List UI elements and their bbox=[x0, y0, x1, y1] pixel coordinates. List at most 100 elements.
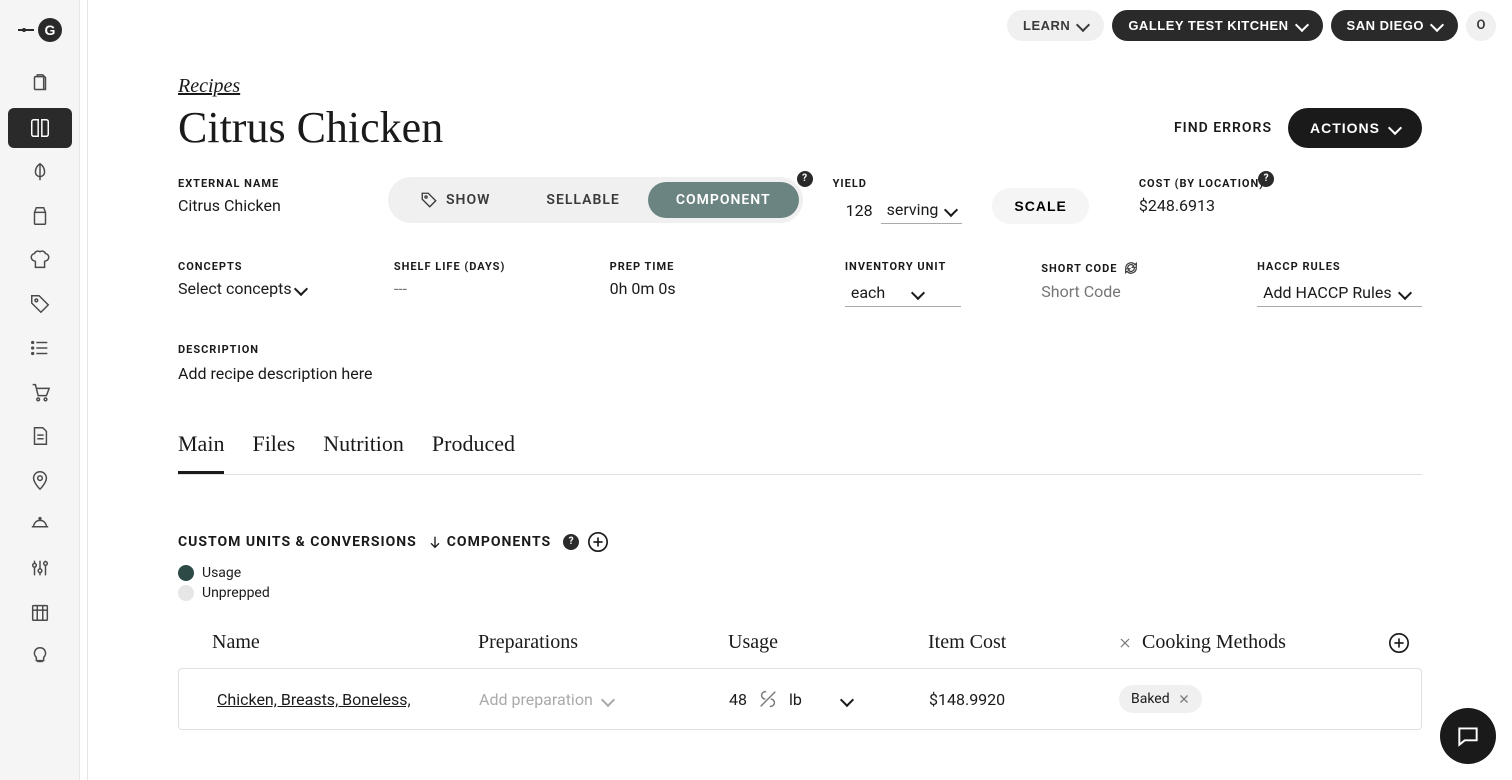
column-name: Name bbox=[178, 631, 478, 654]
description-label: DESCRIPTION bbox=[178, 343, 1422, 356]
usage-dot-icon bbox=[178, 565, 194, 581]
actions-dropdown[interactable]: ACTIONS bbox=[1288, 108, 1422, 148]
add-column-button[interactable] bbox=[1388, 632, 1410, 654]
show-toggle[interactable]: SHOW bbox=[392, 181, 518, 219]
usage-unit: lb bbox=[789, 690, 802, 709]
sellable-toggle[interactable]: SELLABLE bbox=[518, 182, 647, 218]
chevron-down-icon bbox=[603, 690, 613, 709]
add-component-button[interactable] bbox=[587, 531, 609, 553]
sidebar: G bbox=[0, 0, 80, 780]
find-errors-button[interactable]: FIND ERRORS bbox=[1174, 120, 1272, 136]
scale-button[interactable]: SCALE bbox=[992, 188, 1088, 224]
tab-files[interactable]: Files bbox=[252, 431, 295, 474]
component-toggle[interactable]: COMPONENT bbox=[648, 182, 799, 218]
chevron-down-icon bbox=[842, 690, 852, 709]
haccp-label: HACCP RULES bbox=[1257, 260, 1422, 273]
column-preparations: Preparations bbox=[478, 631, 728, 654]
haccp-select[interactable]: Add HACCP Rules bbox=[1257, 279, 1422, 307]
component-label: COMPONENT bbox=[676, 192, 771, 208]
close-icon[interactable] bbox=[1118, 636, 1132, 650]
short-code-label: SHORT CODE bbox=[1041, 262, 1117, 275]
actions-label: ACTIONS bbox=[1310, 120, 1380, 136]
column-item-cost: Item Cost bbox=[928, 631, 1118, 654]
chevron-down-icon bbox=[913, 283, 923, 302]
help-icon[interactable]: ? bbox=[797, 171, 813, 187]
chat-icon bbox=[1455, 723, 1481, 749]
learn-dropdown[interactable]: LEARN bbox=[1007, 10, 1104, 41]
sidebar-item-settings[interactable] bbox=[8, 548, 72, 588]
help-icon[interactable]: ? bbox=[1258, 171, 1274, 187]
component-name-link[interactable]: Chicken, Breasts, Boneless, bbox=[217, 690, 411, 709]
kitchen-dropdown[interactable]: GALLEY TEST KITCHEN bbox=[1112, 10, 1322, 41]
yield-label: YIELD bbox=[833, 177, 963, 190]
app-logo[interactable]: G bbox=[16, 16, 64, 44]
component-row: Chicken, Breasts, Boneless, Add preparat… bbox=[178, 668, 1422, 730]
external-name-label: EXTERNAL NAME bbox=[178, 177, 358, 190]
arrow-down-icon bbox=[427, 534, 443, 550]
description-input[interactable]: Add recipe description here bbox=[178, 364, 1422, 383]
breadcrumb-recipes[interactable]: Recipes bbox=[178, 75, 240, 97]
usage-qty[interactable]: 48 bbox=[729, 690, 747, 709]
help-icon[interactable]: ? bbox=[563, 534, 579, 550]
tab-main[interactable]: Main bbox=[178, 431, 224, 474]
yield-unit-select[interactable]: serving bbox=[881, 196, 963, 224]
location-dropdown[interactable]: SAN DIEGO bbox=[1331, 10, 1458, 41]
sidebar-drag-handle[interactable] bbox=[80, 0, 88, 780]
chevron-down-icon bbox=[1297, 18, 1307, 33]
preparation-placeholder: Add preparation bbox=[479, 690, 593, 709]
sidebar-item-locations[interactable] bbox=[8, 460, 72, 500]
unlink-icon[interactable] bbox=[757, 688, 779, 710]
custom-units-label: CUSTOM UNITS & CONVERSIONS bbox=[178, 534, 417, 550]
sidebar-item-chef[interactable] bbox=[8, 240, 72, 280]
legend-unprepped-label: Unprepped bbox=[202, 585, 270, 601]
yield-unit: serving bbox=[887, 200, 939, 219]
chevron-down-icon bbox=[1390, 120, 1400, 136]
page-title: Citrus Chicken bbox=[178, 102, 443, 153]
usage-unit-select[interactable]: lb bbox=[789, 690, 852, 709]
sidebar-item-recipes[interactable] bbox=[8, 108, 72, 148]
yield-input[interactable] bbox=[833, 201, 873, 220]
refresh-icon[interactable] bbox=[1123, 260, 1139, 276]
tab-produced[interactable]: Produced bbox=[432, 431, 515, 474]
short-code-input[interactable] bbox=[1041, 282, 1177, 301]
sidebar-item-cart[interactable] bbox=[8, 372, 72, 412]
concepts-placeholder: Select concepts bbox=[178, 279, 292, 298]
concepts-label: CONCEPTS bbox=[178, 260, 314, 273]
sidebar-item-tags[interactable] bbox=[8, 284, 72, 324]
inventory-unit-select[interactable]: each bbox=[845, 279, 961, 307]
kitchen-label: GALLEY TEST KITCHEN bbox=[1128, 18, 1288, 33]
remove-tag-icon[interactable] bbox=[1178, 693, 1190, 705]
prep-time-label: PREP TIME bbox=[610, 260, 765, 273]
prep-time-value[interactable]: 0h 0m 0s bbox=[610, 279, 765, 298]
tag-label: Baked bbox=[1131, 691, 1170, 707]
tab-nutrition[interactable]: Nutrition bbox=[323, 431, 404, 474]
sidebar-item-bulb[interactable] bbox=[8, 636, 72, 676]
custom-units-toggle[interactable]: CUSTOM UNITS & CONVERSIONS bbox=[178, 534, 443, 550]
column-usage: Usage bbox=[728, 631, 928, 654]
sidebar-item-inventory[interactable] bbox=[8, 196, 72, 236]
legend-usage-label: Usage bbox=[202, 565, 241, 581]
components-heading: COMPONENTS bbox=[447, 534, 551, 550]
sidebar-item-list[interactable] bbox=[8, 328, 72, 368]
sidebar-item-ingredients[interactable] bbox=[8, 152, 72, 192]
legend-usage: Usage bbox=[178, 565, 1422, 581]
learn-label: LEARN bbox=[1023, 18, 1070, 33]
shelf-life-input[interactable] bbox=[394, 279, 530, 298]
sidebar-item-clipboard[interactable] bbox=[8, 64, 72, 104]
chevron-down-icon bbox=[1432, 18, 1442, 33]
preparation-select[interactable]: Add preparation bbox=[479, 690, 613, 709]
inventory-unit-label: INVENTORY UNIT bbox=[845, 260, 961, 273]
chevron-down-icon bbox=[1078, 18, 1088, 33]
sidebar-item-calendar[interactable] bbox=[8, 592, 72, 632]
sellable-label: SELLABLE bbox=[546, 192, 619, 208]
external-name-value[interactable]: Citrus Chicken bbox=[178, 196, 358, 215]
concepts-select[interactable]: Select concepts bbox=[178, 279, 314, 298]
shelf-life-label: SHELF LIFE (DAYS) bbox=[394, 260, 530, 273]
user-avatar[interactable]: O bbox=[1466, 11, 1496, 41]
location-label: SAN DIEGO bbox=[1347, 18, 1424, 33]
top-header: LEARN GALLEY TEST KITCHEN SAN DIEGO O bbox=[88, 0, 1512, 51]
chat-fab[interactable] bbox=[1440, 708, 1496, 764]
sidebar-item-serving[interactable] bbox=[8, 504, 72, 544]
sidebar-item-document[interactable] bbox=[8, 416, 72, 456]
cost-value: $248.6913 bbox=[1139, 196, 1264, 215]
